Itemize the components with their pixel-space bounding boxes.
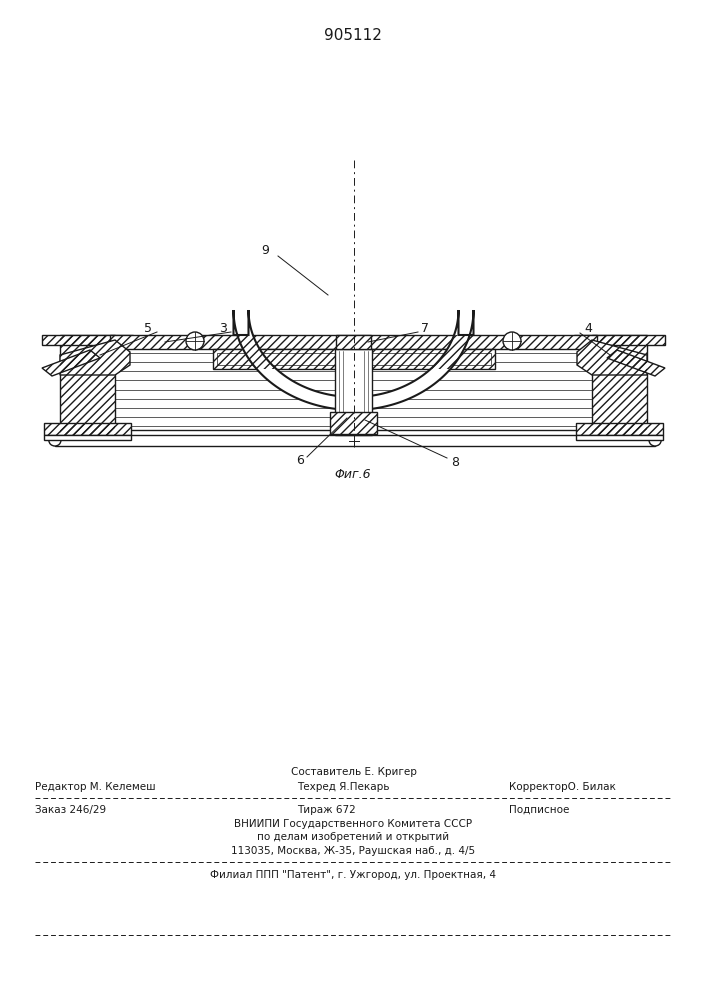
Text: ВНИИПИ Государственного Комитета СССР: ВНИИПИ Государственного Комитета СССР (235, 819, 472, 829)
Bar (60, 335, 115, 435)
Text: по делам изобретений и открытий: по делам изобретений и открытий (257, 832, 450, 842)
Bar (213, 349, 495, 369)
Bar (335, 349, 372, 435)
Text: 5: 5 (144, 322, 152, 334)
Bar (576, 435, 663, 440)
Bar (574, 335, 665, 345)
Bar (330, 412, 377, 434)
Text: 113035, Москва, Ж-35, Раушская наб., д. 4/5: 113035, Москва, Ж-35, Раушская наб., д. … (231, 846, 476, 856)
Text: 905112: 905112 (324, 27, 382, 42)
Bar (336, 335, 371, 349)
Text: Редактор М. Келемеш: Редактор М. Келемеш (35, 782, 156, 792)
Polygon shape (607, 350, 665, 376)
Bar (217, 353, 491, 365)
Bar (336, 335, 371, 349)
Text: Заказ 246/29: Заказ 246/29 (35, 805, 106, 815)
Text: Техред Я.Пекарь: Техред Я.Пекарь (297, 782, 390, 792)
Bar (42, 335, 133, 345)
Bar (592, 335, 647, 435)
Bar (80, 340, 627, 430)
Circle shape (503, 332, 521, 350)
Text: 8: 8 (451, 456, 459, 468)
Text: КорректорО. Билак: КорректорО. Билак (509, 782, 616, 792)
Bar (574, 335, 665, 345)
Bar (55, 435, 655, 446)
Bar (576, 423, 663, 435)
Polygon shape (60, 340, 130, 375)
Ellipse shape (649, 435, 661, 446)
Bar (44, 423, 131, 435)
Text: 6: 6 (296, 454, 304, 466)
Text: Составитель Е. Кригер: Составитель Е. Кригер (291, 767, 416, 777)
Bar (592, 335, 647, 435)
Text: 7: 7 (421, 322, 429, 334)
Text: 4: 4 (584, 322, 592, 334)
Bar (110, 335, 597, 349)
Polygon shape (233, 310, 474, 410)
Text: Подписное: Подписное (509, 805, 569, 815)
Bar (576, 423, 663, 435)
Bar (42, 335, 133, 345)
Ellipse shape (49, 435, 61, 446)
Text: Филиал ППП "Патент", г. Ужгород, ул. Проектная, 4: Филиал ППП "Патент", г. Ужгород, ул. Про… (211, 870, 496, 880)
Circle shape (186, 332, 204, 350)
Bar (213, 349, 495, 369)
Polygon shape (577, 340, 647, 375)
Bar (44, 435, 131, 440)
Bar (44, 423, 131, 435)
Text: Φиг.6: Φиг.6 (334, 468, 371, 482)
Text: 3: 3 (219, 322, 227, 334)
Bar (60, 335, 115, 435)
Bar (330, 412, 377, 434)
Polygon shape (42, 350, 100, 376)
Text: 9: 9 (261, 243, 269, 256)
Text: Тираж 672: Тираж 672 (297, 805, 356, 815)
Bar (110, 335, 597, 349)
